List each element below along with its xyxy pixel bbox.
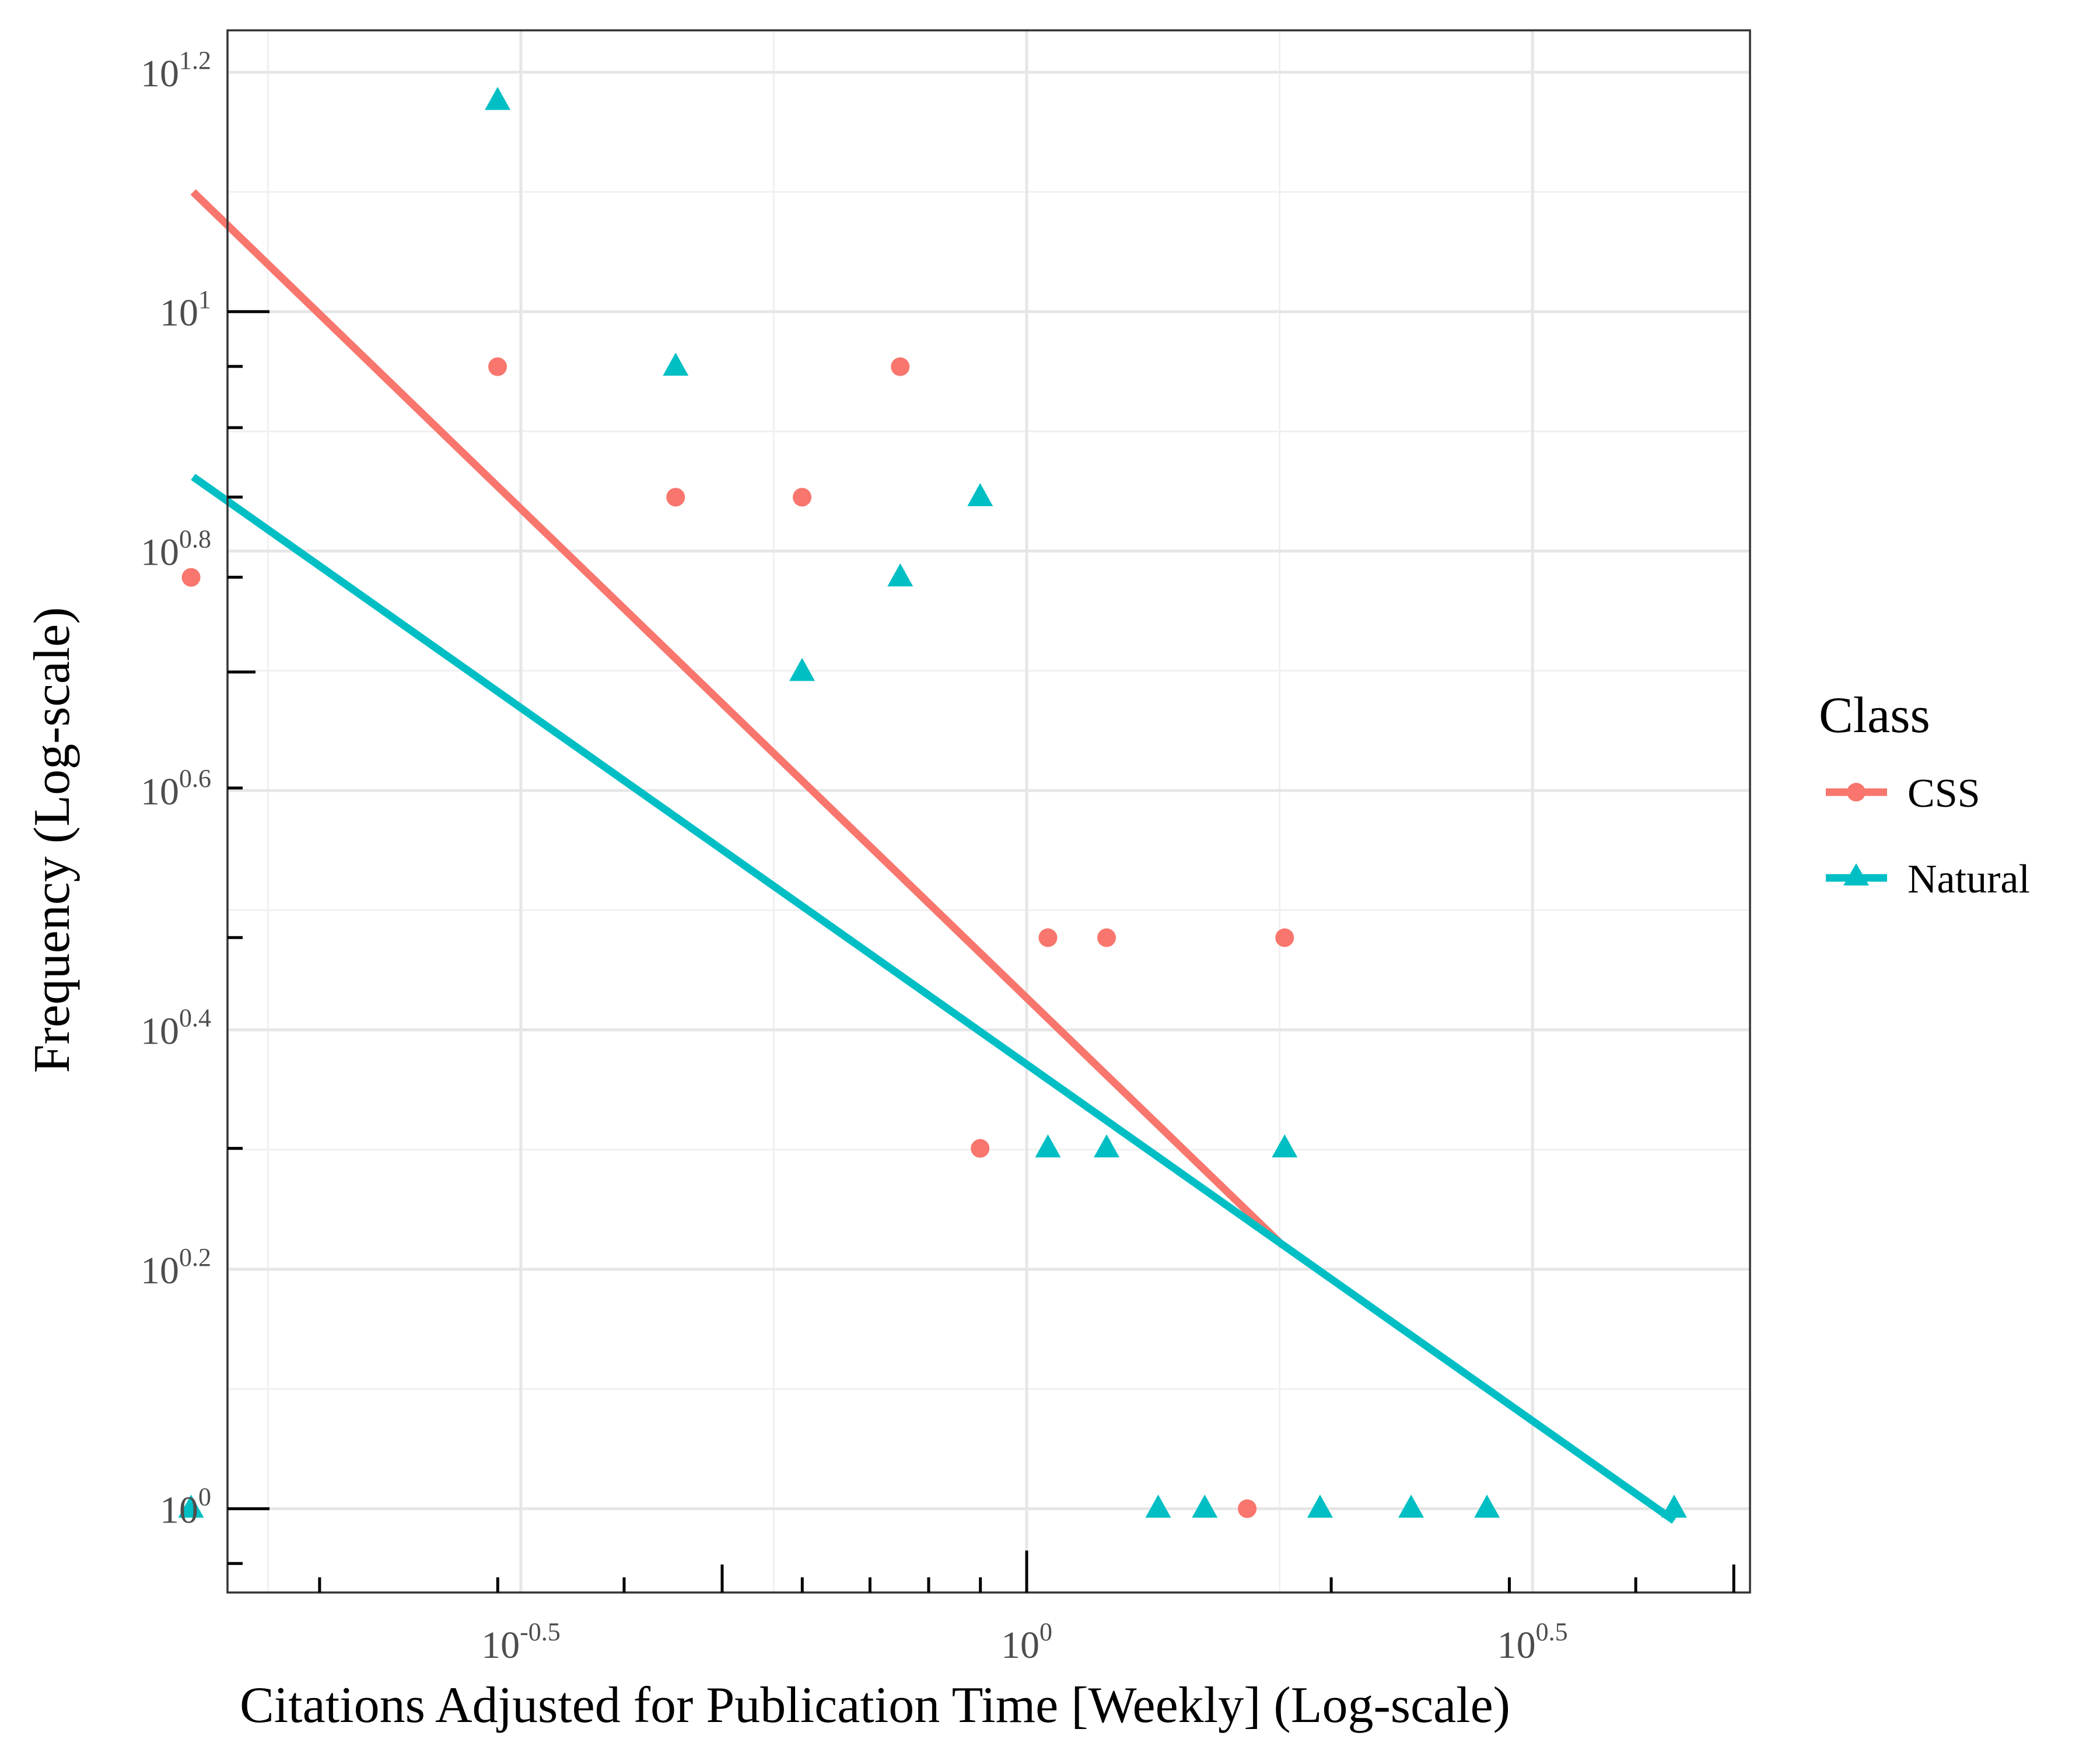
y-axis-title: Frequency (Log-scale) — [24, 607, 80, 1073]
point-natural — [1474, 1494, 1500, 1518]
x-tick-label: 10-0.5 — [481, 1618, 561, 1667]
legend-key-css-marker — [1847, 783, 1866, 802]
point-natural — [485, 86, 511, 110]
point-css — [181, 568, 201, 587]
point-css — [488, 357, 508, 376]
x-axis-title: Citations Adjusted for Publication Time … — [240, 1677, 1510, 1734]
point-natural — [1398, 1494, 1424, 1518]
legend-key-natural-marker — [1843, 863, 1869, 886]
point-natural — [1272, 1134, 1298, 1158]
y-tick-label: 100.6 — [141, 764, 211, 813]
point-css — [1275, 928, 1294, 947]
point-natural — [887, 563, 914, 587]
data-points — [178, 86, 1687, 1518]
point-css — [971, 1139, 990, 1158]
y-tick-label: 100.8 — [141, 525, 211, 574]
point-natural — [663, 352, 689, 376]
y-tick-label: 101.2 — [141, 46, 211, 95]
legend-entry-css: CSS — [1826, 771, 1980, 816]
y-tick-label: 101 — [160, 285, 211, 334]
x-tick-label: 100.5 — [1497, 1618, 1568, 1667]
x-tick-labels: 10-0.5 100 100.5 — [481, 1618, 1568, 1667]
y-axis-rug-ticks — [228, 310, 270, 1565]
y-tick-label: 100.4 — [141, 1004, 211, 1053]
major-gridlines — [228, 30, 1750, 1592]
point-natural — [789, 657, 816, 681]
legend-title: Class — [1819, 687, 1930, 744]
fit-line-css — [190, 189, 1286, 1248]
panel-border — [226, 29, 1751, 1594]
point-natural — [1035, 1134, 1061, 1158]
point-natural — [1307, 1494, 1333, 1518]
y-tick-labels: 100 100.2 100.4 100.6 100.8 101 101.2 — [141, 46, 211, 1532]
point-natural — [1145, 1494, 1171, 1518]
point-css — [891, 357, 910, 376]
legend-entry-natural: Natural — [1826, 857, 2030, 902]
fit-lines — [190, 189, 1676, 1524]
y-tick-label: 100 — [160, 1482, 211, 1531]
point-css — [666, 488, 685, 507]
point-css — [1038, 928, 1058, 947]
point-natural — [1094, 1134, 1120, 1158]
x-tick-label: 100 — [1001, 1618, 1052, 1667]
point-natural — [1192, 1494, 1218, 1518]
minor-gridlines — [228, 30, 1750, 1592]
point-css — [1097, 928, 1116, 947]
point-css — [1238, 1499, 1257, 1518]
point-natural — [1661, 1494, 1687, 1518]
point-natural — [178, 1494, 204, 1518]
fit-line-natural — [191, 474, 1676, 1524]
x-axis-rug-ticks — [318, 1550, 1735, 1592]
y-tick-label: 100.2 — [141, 1243, 211, 1292]
legend-label-css: CSS — [1908, 771, 1980, 816]
legend-label-natural: Natural — [1908, 857, 2030, 902]
point-css — [793, 488, 812, 507]
legend: Class CSS Natural — [1819, 687, 2030, 902]
point-natural — [967, 483, 993, 506]
